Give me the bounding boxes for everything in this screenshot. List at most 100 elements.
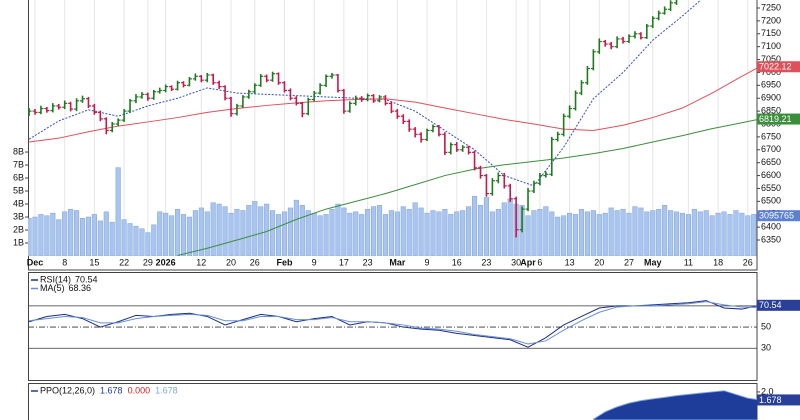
volume-bar: [145, 232, 151, 256]
volume-bar: [590, 210, 596, 256]
x-tick-label: 23: [481, 257, 491, 267]
ppo-plot: [592, 390, 757, 420]
volume-bar: [287, 207, 293, 256]
volume-bar: [163, 212, 169, 256]
volume-bar: [448, 214, 454, 256]
rsi-panel: [28, 272, 758, 381]
volume-bar: [602, 212, 608, 256]
legend-text: 1.678: [100, 385, 123, 395]
y-tick-label: 6600: [761, 170, 781, 180]
volume-tick-label: 6B: [13, 172, 24, 182]
x-tick-label: 6: [537, 257, 542, 267]
volume-tick-label: 4B: [13, 198, 24, 208]
volume-bar: [614, 210, 620, 256]
volume-bar: [697, 211, 703, 256]
volume-bar: [531, 210, 537, 256]
x-tick-label: May: [644, 257, 662, 267]
volume-bar: [668, 210, 674, 256]
x-tick-label: 2026: [156, 257, 176, 267]
volume-bar: [371, 206, 377, 256]
volume-bar: [97, 220, 103, 256]
volume-bar: [79, 218, 86, 256]
volume-bar: [578, 208, 585, 256]
volume-bar: [186, 216, 192, 256]
volume-bar: [650, 210, 656, 256]
x-tick-label: 13: [565, 257, 575, 267]
volume-bar: [394, 211, 400, 256]
x-tick-label: 17: [339, 257, 349, 267]
y-tick-label: 6400: [761, 222, 781, 232]
volume-bar: [388, 210, 394, 256]
legend-label: MA(5): [40, 283, 65, 293]
volume-bar: [472, 195, 478, 256]
legend-text: 0.000: [128, 385, 151, 395]
y-tick-label: 50: [761, 321, 771, 331]
y-tick-label: 6350: [761, 234, 781, 244]
x-tick-label: 16: [452, 257, 462, 267]
volume-bar: [739, 212, 745, 256]
volume-bar: [44, 215, 50, 256]
volume-tick-label: 7B: [13, 159, 24, 169]
x-tick-label: Mar: [389, 257, 406, 267]
volume-bar: [157, 211, 163, 256]
y-tick-label: 2.0: [761, 386, 774, 396]
x-tick-label: 26: [250, 257, 260, 267]
volume-bar: [210, 202, 216, 256]
x-tick-label: 20: [226, 257, 236, 267]
volume-tick-label: 3B: [13, 211, 24, 221]
volume-bar: [685, 214, 691, 256]
volume-bar: [620, 208, 626, 256]
volume-bar: [293, 199, 299, 256]
y-tick-label: 6550: [761, 183, 781, 193]
volume-bar: [103, 211, 109, 256]
value-box: [757, 210, 800, 222]
volume-bar: [305, 210, 311, 256]
volume-bar: [376, 205, 383, 256]
x-tick-label: 23: [363, 257, 373, 267]
x-tick-label: 11: [684, 257, 693, 267]
volume-bar: [270, 210, 276, 256]
y-tick-label: 7150: [761, 28, 781, 38]
volume-bar: [489, 211, 495, 256]
volume-bar: [733, 210, 739, 256]
x-tick-label: 12: [196, 257, 206, 267]
x-tick-label: 8: [62, 257, 67, 267]
legend-value: 70.54: [75, 274, 98, 284]
y-tick-label: 6950: [761, 80, 781, 90]
volume-bar: [192, 210, 198, 256]
volume-bar: [121, 219, 127, 256]
moving-average: [28, 67, 757, 143]
volume-bar: [216, 203, 222, 256]
labels: Dec 8 15 22 29 2026 12 20 26 Feb 9 17 23 Mar 9 16 23 30 Ap…: [13, 2, 800, 406]
volume-bar: [561, 215, 567, 256]
volume-bar: [329, 208, 335, 256]
volume-bar: [632, 206, 638, 256]
volume-bar: [228, 212, 234, 256]
x-tick-label: 18: [713, 257, 723, 267]
volume-bar: [584, 211, 590, 256]
x-tick-label: Dec: [27, 257, 44, 267]
volume-bar: [85, 216, 92, 256]
volume-bar: [507, 198, 513, 256]
volume-bar: [317, 215, 323, 256]
value-box: [757, 394, 800, 406]
y-tick-label: 7200: [761, 15, 781, 25]
ppo-area: [592, 390, 757, 420]
legend-value: 68.36: [69, 283, 92, 293]
value-box-label: 70.54: [759, 300, 782, 310]
volume-bar: [240, 210, 246, 256]
volume-bar: [151, 224, 157, 256]
volume-bar: [721, 211, 727, 256]
y-tick-label: 30: [761, 343, 771, 353]
volume-bar: [400, 206, 406, 256]
volume-bar: [365, 208, 371, 256]
volume-bar: [127, 223, 133, 256]
value-box-label: 6819.21: [759, 114, 792, 124]
volume-bar: [727, 214, 733, 256]
volume-bar: [180, 214, 187, 256]
volume-bar: [62, 211, 68, 256]
value-box-label: 1.678: [759, 395, 782, 405]
volume-bar: [679, 212, 686, 256]
volume-bar: [424, 212, 430, 256]
